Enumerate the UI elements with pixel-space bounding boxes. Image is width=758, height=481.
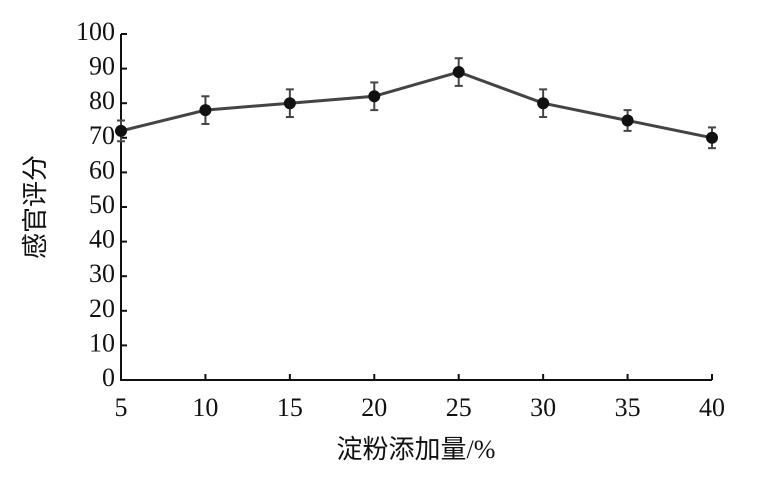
y-tick-label: 50: [89, 190, 115, 219]
data-point: [537, 97, 550, 110]
data-point: [199, 104, 212, 117]
data-point: [452, 66, 465, 79]
x-tick-label: 15: [277, 393, 303, 422]
data-point: [621, 114, 634, 127]
x-tick-label: 10: [192, 393, 218, 422]
data-point: [115, 124, 127, 137]
data-point: [283, 97, 296, 110]
x-tick-label: 25: [446, 393, 472, 422]
y-axis-label: 感官评分: [21, 155, 50, 259]
y-tick-label: 40: [89, 225, 115, 254]
y-tick-label: 0: [102, 363, 115, 392]
y-tick-label: 20: [89, 294, 115, 323]
y-tick-label: 70: [89, 121, 115, 150]
data-line: [120, 70, 713, 140]
x-tick-label: 35: [615, 393, 641, 422]
data-point: [706, 131, 718, 144]
y-tick-label: 30: [89, 259, 115, 288]
y-tick-label: 10: [89, 328, 115, 357]
y-tick-label: 100: [76, 17, 115, 46]
x-tick-label: 5: [115, 393, 128, 422]
y-tick-label: 80: [89, 86, 115, 115]
x-axis-label: 淀粉添加量/%: [337, 435, 496, 464]
x-tick-label: 20: [361, 393, 387, 422]
y-tick-label: 90: [89, 52, 115, 81]
y-tick-label: 60: [89, 155, 115, 184]
x-tick-label: 40: [699, 393, 725, 422]
data-point: [368, 90, 381, 103]
x-tick-label: 30: [530, 393, 556, 422]
